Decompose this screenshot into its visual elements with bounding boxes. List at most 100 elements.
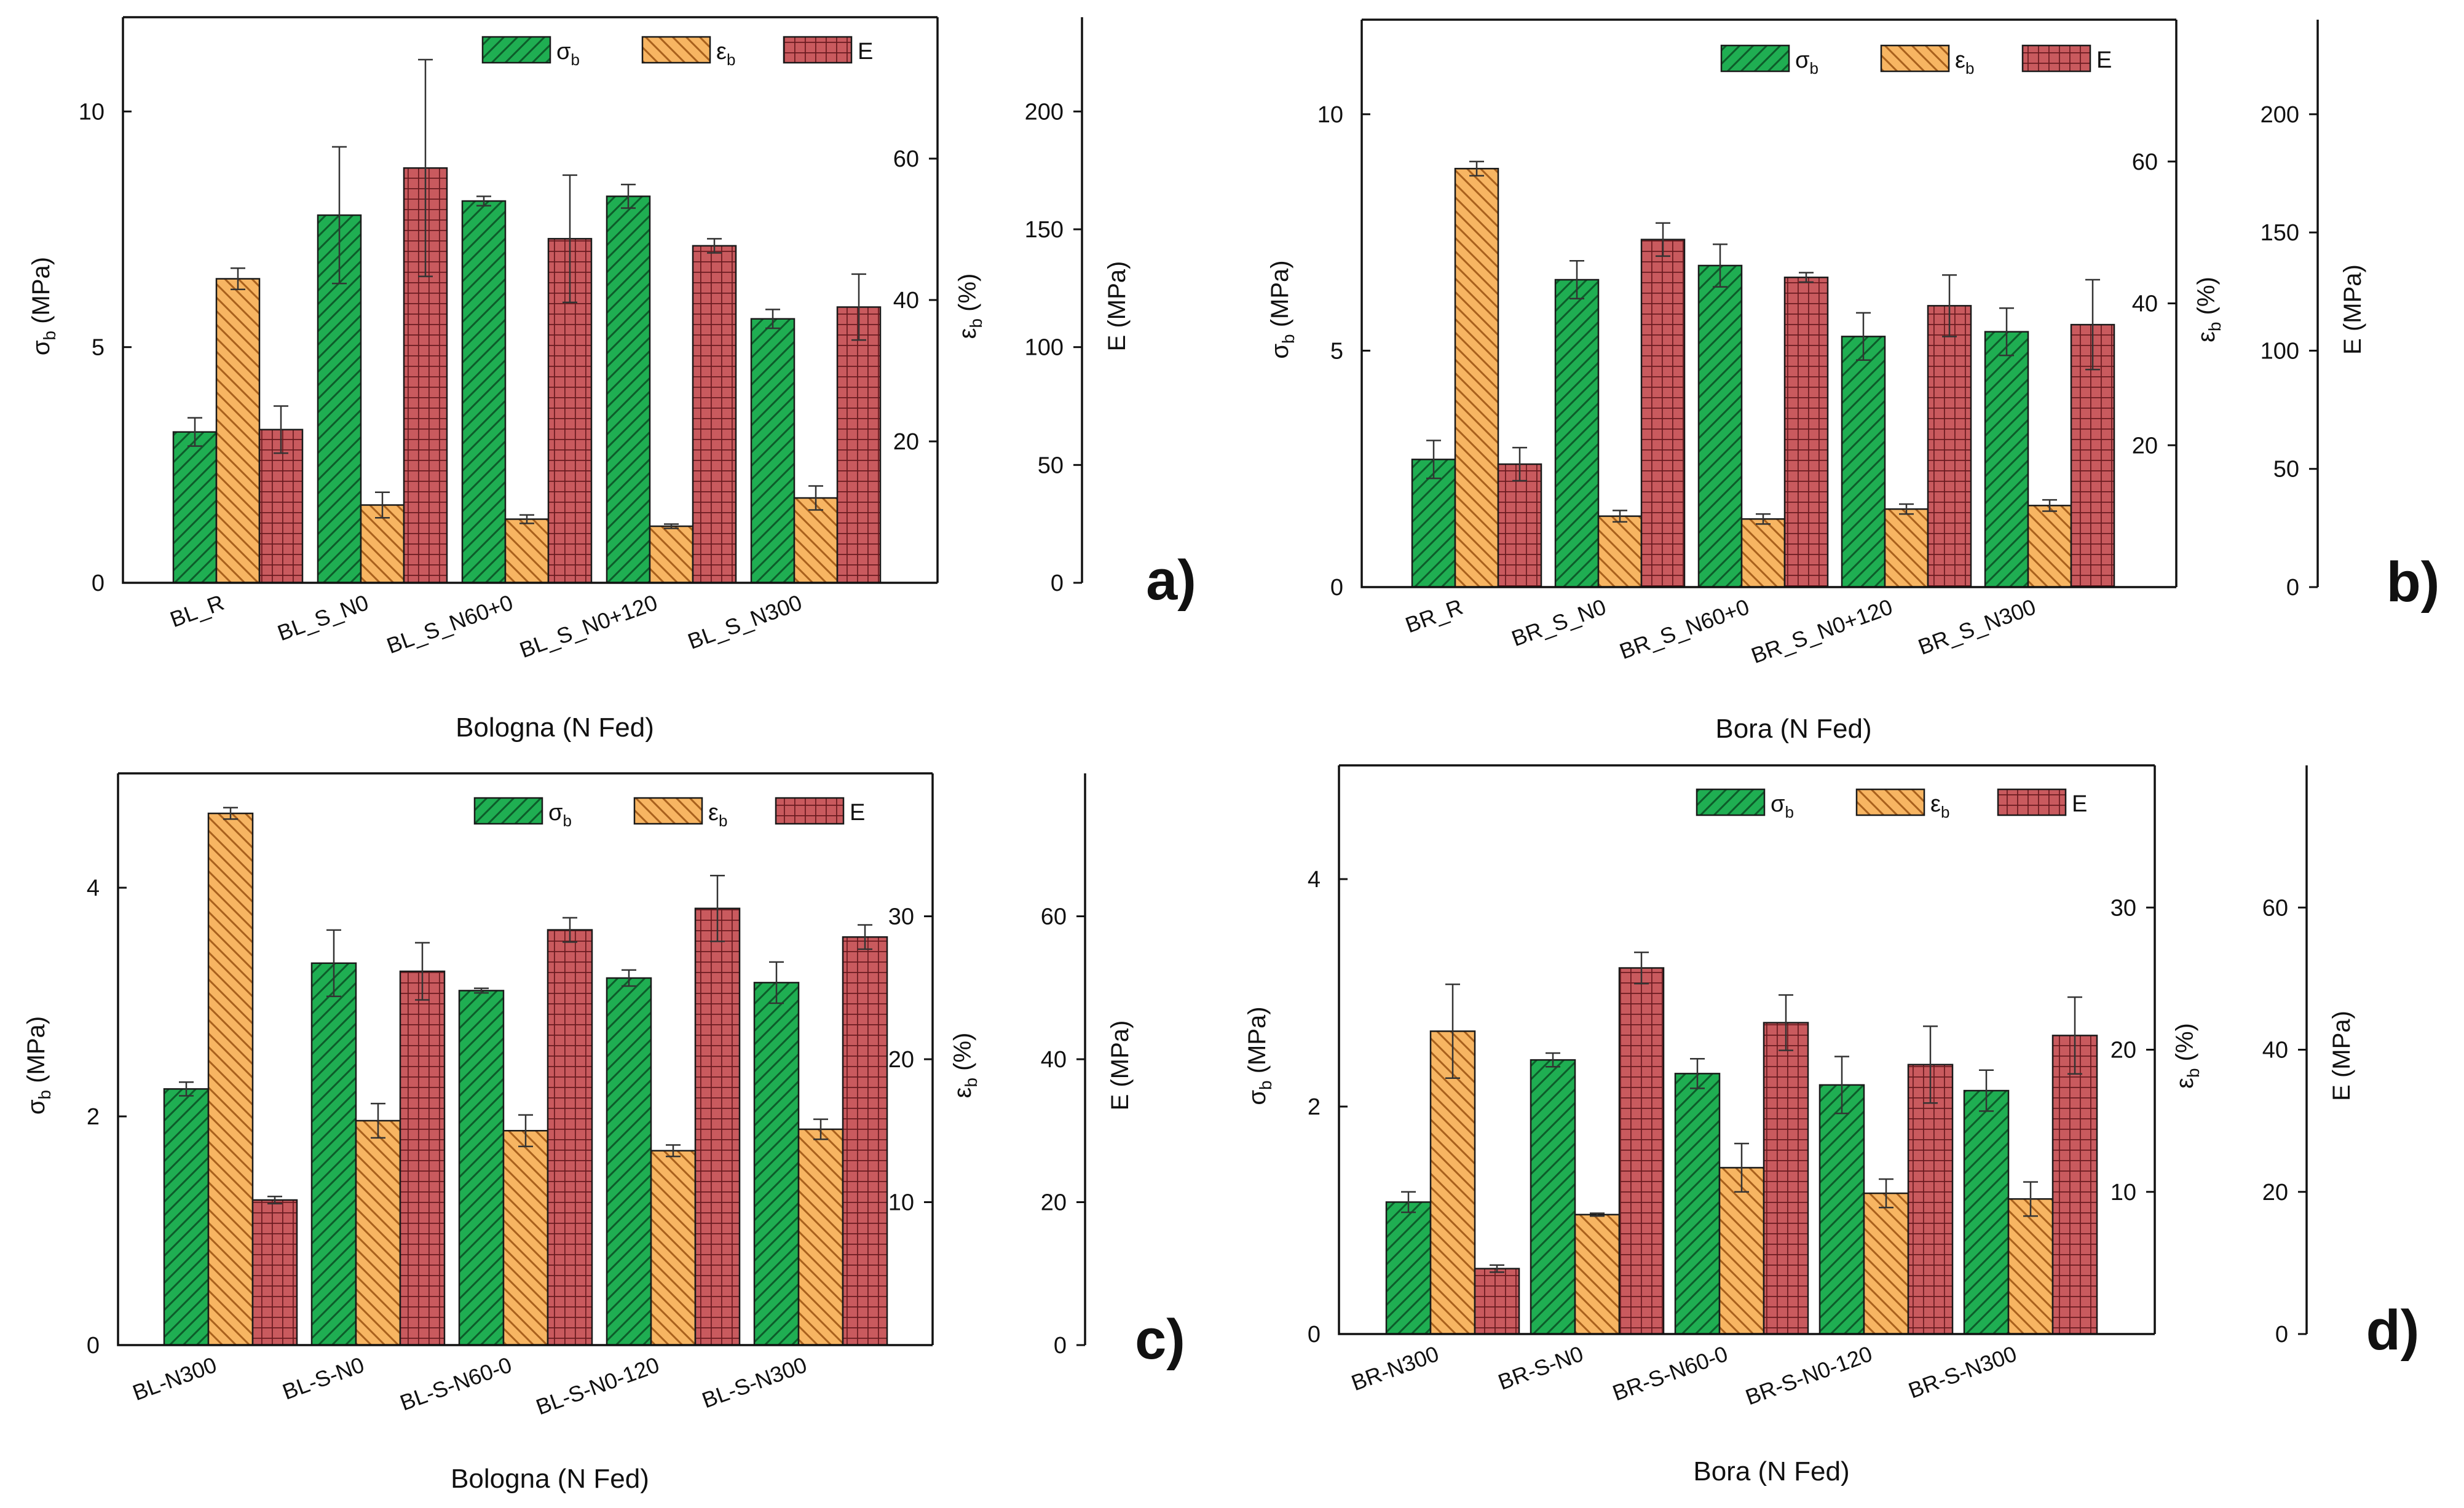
right-tick-label: 20 [2262, 1180, 2288, 1206]
left-axis-title: σb (MPa) [28, 257, 59, 355]
bar-eps-3 [502, 1130, 549, 1346]
mid-tick-label: 60 [893, 146, 919, 172]
right-axis-title: E (MPa) [1107, 1020, 1134, 1111]
error-bar-e-2 [1634, 951, 1649, 985]
legend-label-sigma: σb [548, 800, 572, 830]
left-axis-title: σb (MPa) [23, 1016, 54, 1115]
error-bar-e-4 [1923, 1025, 1938, 1104]
legend-label-eps: εb [1955, 47, 1974, 77]
legend-swatch-sigma [1696, 788, 1766, 816]
left-tick-label: 2 [87, 1104, 100, 1130]
bar-e-1 [251, 1199, 298, 1346]
right-tick-label: 200 [1025, 99, 1064, 125]
legend-label-eps: εb [1930, 791, 1949, 821]
chart-panel-4: BR-N300 BR-S-N0 BR-S-N60-0 BR-S-N0-120 BR-S-… [1244, 764, 2420, 1486]
mid-tick-label: 10 [888, 1190, 914, 1216]
right-tick-label: 150 [1025, 217, 1064, 243]
error-bar-sigma-1 [1401, 1191, 1416, 1214]
error-bar-e-5 [2085, 278, 2100, 371]
error-bar-eps-2 [1613, 510, 1627, 523]
left-tick-label: 0 [1308, 1322, 1321, 1348]
error-bar-sigma-4 [1856, 312, 1871, 361]
x-tick-label: BR-N300 [1348, 1341, 1442, 1395]
bar-sigma-4 [1818, 1084, 1865, 1335]
bar-e-2 [1618, 967, 1665, 1335]
error-bar-eps-4 [664, 523, 679, 529]
error-bar-eps-2 [375, 491, 390, 519]
right-axis-title: E (MPa) [2328, 1011, 2355, 1101]
bar-eps-2 [355, 1119, 401, 1346]
bar-sigma-5 [750, 318, 796, 584]
legend: σb εb E [1720, 44, 2112, 77]
legend-swatch-sigma [481, 36, 551, 64]
mid-tick-label: 20 [2111, 1038, 2136, 1064]
legend-swatch-eps [633, 797, 703, 825]
mid-axis-title: εb (%) [949, 1033, 981, 1099]
error-bar-e-1 [1512, 446, 1527, 482]
legend-swatch-eps [1880, 44, 1950, 73]
legend-label-eps: εb [716, 39, 735, 69]
right-tick-label: 200 [2261, 102, 2299, 128]
bar-sigma-5 [753, 982, 800, 1346]
chart-panel-3: BL-N300 BL-S-N0 BL-S-N60-0 BL-S-N0-120 BL-S-… [23, 772, 1185, 1494]
error-bar-sigma-3 [474, 987, 489, 994]
bar-eps-1 [215, 278, 261, 584]
chart-panel-2: BR_R BR_S_N0 BR_S_N60+0BR_S_N0+120 BR_S_N30… [1266, 18, 2439, 744]
bar-eps-1 [207, 812, 254, 1346]
error-bar-eps-1 [1445, 983, 1460, 1079]
bar-eps-2 [1574, 1214, 1621, 1335]
bar-e-3 [1783, 276, 1829, 588]
error-bar-e-3 [563, 174, 577, 304]
mid-axis-title: εb (%) [2193, 277, 2224, 342]
error-bar-sigma-3 [1713, 243, 1728, 288]
x-tick-label: BR_R [1402, 594, 1466, 638]
bar-sigma-2 [1530, 1059, 1576, 1335]
x-tick-label: BR-S-N0 [1495, 1341, 1586, 1395]
x-tick-label: BL-S-N60-0 [397, 1352, 515, 1416]
error-bar-eps-1 [231, 267, 245, 290]
legend-swatch-e [1997, 788, 2067, 816]
panel-label: d) [2366, 1299, 2420, 1362]
bar-sigma-2 [310, 962, 357, 1346]
legend-swatch-e [783, 36, 853, 64]
error-bar-e-1 [267, 1195, 282, 1205]
bar-sigma-3 [461, 200, 507, 584]
mid-tick-label: 60 [2132, 149, 2158, 175]
error-bar-sigma-1 [179, 1081, 194, 1097]
bar-e-4 [1907, 1064, 1954, 1335]
error-bar-sigma-2 [1546, 1052, 1560, 1068]
error-bar-sigma-2 [1570, 260, 1584, 300]
error-bar-sigma-5 [1979, 1069, 1994, 1112]
error-bar-e-4 [710, 874, 725, 942]
right-axis-title: E (MPa) [2339, 264, 2366, 355]
bar-e-1 [1497, 463, 1542, 588]
error-bar-e-2 [1656, 222, 1670, 257]
bar-sigma-3 [458, 990, 505, 1346]
legend-label-sigma: σb [1795, 47, 1818, 77]
legend-swatch-e [2021, 44, 2091, 73]
x-tick-label: BR-S-N0-120 [1742, 1341, 1876, 1410]
right-tick-label: 60 [2262, 895, 2288, 921]
error-bar-eps-4 [666, 1144, 681, 1158]
panel-label: a) [1146, 549, 1196, 612]
legend-swatch-eps [1855, 788, 1925, 816]
legend-label-eps: εb [708, 800, 727, 830]
left-tick-label: 0 [87, 1333, 100, 1359]
bar-sigma-4 [606, 195, 651, 584]
error-bar-sigma-3 [1690, 1058, 1705, 1089]
error-bar-sigma-1 [188, 417, 202, 447]
bar-sigma-1 [172, 431, 218, 584]
error-bar-eps-5 [813, 1118, 828, 1140]
bar-eps-5 [2027, 505, 2072, 588]
mid-tick-label: 20 [888, 1047, 914, 1073]
bar-sigma-4 [606, 977, 652, 1346]
legend-swatch-e [775, 797, 845, 825]
error-bar-eps-2 [1590, 1212, 1605, 1217]
bar-sigma-3 [1674, 1073, 1721, 1335]
right-tick-label: 100 [1025, 335, 1064, 361]
error-bar-eps-3 [1756, 513, 1771, 525]
x-tick-label: BL_S_N60+0 [384, 590, 516, 658]
mid-tick-label: 40 [893, 288, 919, 314]
error-bar-e-5 [851, 273, 866, 341]
